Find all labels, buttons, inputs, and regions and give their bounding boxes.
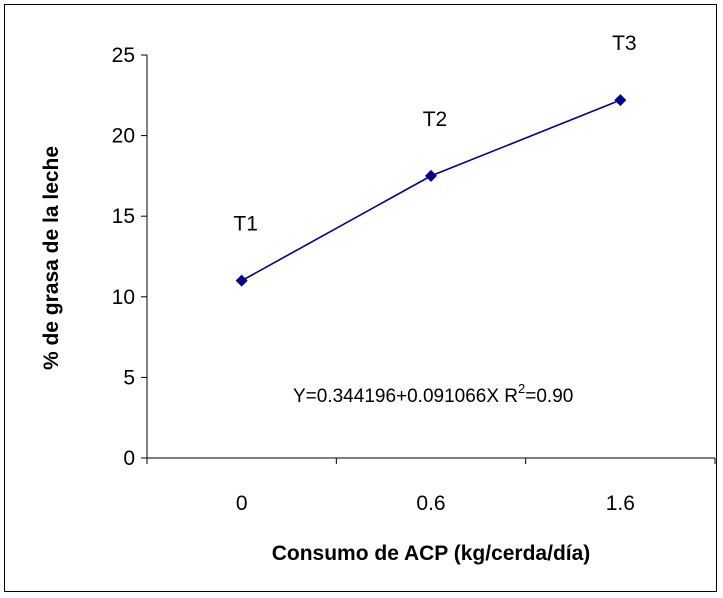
- data-point-marker: [614, 94, 627, 107]
- r-squared-superscript: 2: [518, 381, 525, 396]
- x-tick-label: 0.6: [416, 492, 445, 515]
- data-point-marker: [235, 274, 248, 287]
- x-tick-label: 1.6: [606, 492, 635, 515]
- y-tick-label: 10: [112, 286, 135, 309]
- axes: [146, 55, 715, 459]
- y-axis-title: % de grasa de la leche: [40, 146, 63, 370]
- x-axis-title: Consumo de ACP (kg/cerda/día): [272, 542, 591, 565]
- chart-frame: [4, 4, 717, 592]
- data-point-label: T3: [612, 32, 637, 55]
- y-tick-label: 25: [112, 44, 135, 67]
- x-tick-label: 0: [236, 492, 248, 515]
- y-tick-label: 0: [123, 447, 135, 470]
- y-tick-label: 15: [112, 205, 135, 228]
- data-point-marker: [425, 169, 437, 182]
- r-squared-value: =0.90: [525, 386, 573, 407]
- y-tick-label: 5: [123, 366, 135, 389]
- data-point-label: T2: [423, 108, 448, 131]
- equation-text: Y=0.344196+0.091066X R: [293, 386, 518, 407]
- x-axis-ticks: 0 0.6 1.6: [146, 458, 716, 515]
- y-axis-ticks: 0 5 10 15 20 25: [112, 44, 147, 470]
- data-point-label: T1: [233, 213, 258, 236]
- regression-equation: Y=0.344196+0.091066X R2=0.90: [293, 381, 573, 407]
- series: T1 T2 T3: [233, 32, 637, 287]
- y-tick-label: 20: [112, 125, 135, 148]
